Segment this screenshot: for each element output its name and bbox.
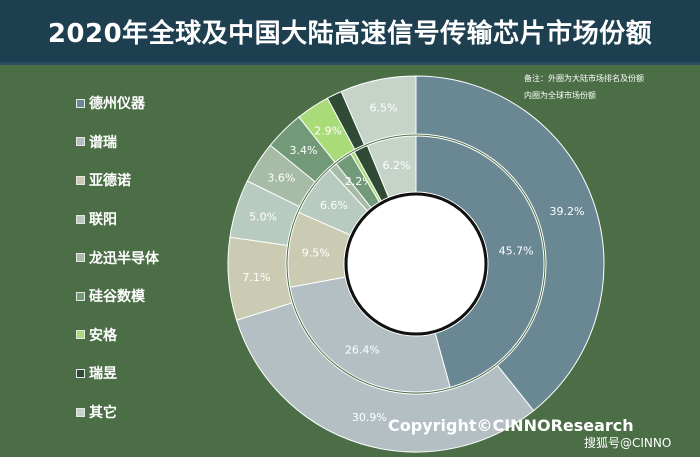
legend-label: 瑞昱 bbox=[89, 366, 117, 383]
inner-ring-label: 26.4% bbox=[345, 344, 380, 357]
legend-item: 硅谷数模 bbox=[76, 277, 159, 316]
legend-item: 亚德诺 bbox=[76, 161, 159, 200]
legend-swatch bbox=[76, 214, 85, 224]
outer-ring-slice bbox=[415, 75, 605, 412]
outer-ring-label: 3.4% bbox=[290, 144, 318, 157]
legend-item: 瑞昱 bbox=[76, 354, 159, 393]
legend-label: 安格 bbox=[89, 327, 117, 344]
inner-ring-slice bbox=[366, 135, 417, 199]
legend-swatch bbox=[76, 137, 85, 147]
watermark-text: 搜狐号@CINNO bbox=[584, 436, 672, 450]
legend-swatch bbox=[76, 368, 85, 378]
legend-label: 龙迅半导体 bbox=[89, 250, 159, 267]
chart-title: 2020年全球及中国大陆高速信号传输芯片市场份额 bbox=[0, 0, 700, 62]
legend-label: 硅谷数模 bbox=[89, 289, 145, 306]
legend-label: 德州仪器 bbox=[89, 96, 145, 113]
legend-swatch bbox=[76, 253, 85, 263]
note-line-outer: 备注：外圈为大陆市场排名及份额 bbox=[524, 74, 644, 83]
inner-ring-label: 6.6% bbox=[320, 199, 348, 212]
legend-swatch bbox=[76, 330, 85, 340]
legend-item: 德州仪器 bbox=[76, 84, 159, 123]
legend-item: 谱瑞 bbox=[76, 123, 159, 162]
legend-swatch bbox=[76, 407, 85, 417]
donut-center-hole bbox=[344, 192, 488, 336]
legend-label: 谱瑞 bbox=[89, 134, 117, 151]
inner-ring-slice bbox=[289, 276, 451, 393]
legend-swatch bbox=[76, 291, 85, 301]
outer-ring-label: 3.6% bbox=[267, 172, 295, 185]
outer-ring-label: 39.2% bbox=[549, 205, 584, 218]
outer-ring-label: 2.9% bbox=[314, 124, 342, 137]
legend-item: 安格 bbox=[76, 316, 159, 355]
legend-item: 联阳 bbox=[76, 200, 159, 239]
legend: 德州仪器谱瑞亚德诺联阳龙迅半导体硅谷数模安格瑞昱其它 bbox=[76, 84, 159, 431]
outer-ring-label: 30.9% bbox=[352, 411, 387, 424]
outer-ring-label: 6.5% bbox=[370, 101, 398, 114]
inner-ring-label: 9.5% bbox=[302, 246, 330, 259]
legend-swatch bbox=[76, 175, 85, 185]
legend-label: 联阳 bbox=[89, 212, 117, 229]
legend-label: 亚德诺 bbox=[89, 173, 131, 190]
legend-label: 其它 bbox=[89, 405, 117, 422]
outer-ring-label: 7.1% bbox=[243, 271, 271, 284]
outer-ring-label: 5.0% bbox=[249, 211, 277, 224]
inner-ring-label: 6.2% bbox=[382, 159, 410, 172]
inner-ring-label: 45.7% bbox=[499, 244, 534, 257]
legend-item: 其它 bbox=[76, 393, 159, 432]
note-line-inner: 内圈为全球市场份额 bbox=[524, 91, 596, 100]
title-divider bbox=[0, 62, 700, 65]
chart-note: 备注：外圈为大陆市场排名及份额 内圈为全球市场份额 bbox=[524, 70, 644, 104]
legend-swatch bbox=[76, 98, 85, 108]
copyright-text: Copyright©CINNOResearch bbox=[388, 416, 634, 435]
inner-ring-slice bbox=[415, 135, 545, 388]
legend-item: 龙迅半导体 bbox=[76, 238, 159, 277]
outer-ring-slice bbox=[235, 302, 535, 453]
outer-ring-slice bbox=[340, 75, 417, 146]
